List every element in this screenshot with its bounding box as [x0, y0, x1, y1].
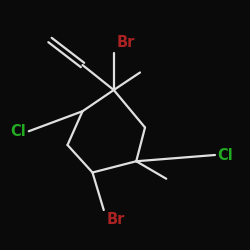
Text: Br: Br: [106, 212, 124, 228]
Text: Br: Br: [116, 35, 134, 50]
Text: Cl: Cl: [218, 148, 233, 162]
Text: Cl: Cl: [10, 124, 26, 139]
